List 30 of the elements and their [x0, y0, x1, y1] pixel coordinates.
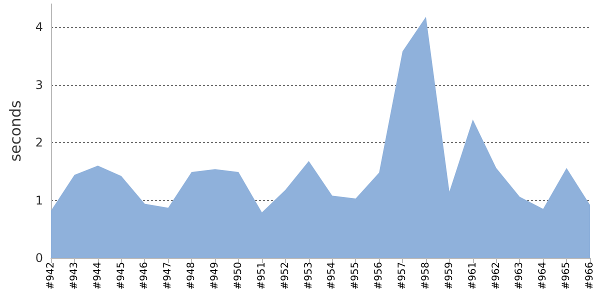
x-tick-label: #949 [210, 262, 221, 290]
x-tick-label: #950 [232, 262, 244, 290]
x-tick-label: #952 [280, 262, 291, 290]
x-tick-label: #959 [444, 262, 455, 290]
x-tick-label: #947 [162, 262, 174, 290]
x-tick-label: #951 [256, 262, 268, 290]
x-tick-label: #955 [350, 262, 362, 290]
x-tick-label: #945 [116, 262, 127, 290]
x-tick-label: #954 [326, 262, 338, 290]
x-tick-label: #964 [538, 262, 549, 290]
x-tick-label: #953 [303, 262, 314, 290]
y-tick-label: 0 [35, 251, 43, 265]
y-tick-label: 2 [35, 136, 43, 150]
y-tick-label: 3 [35, 78, 43, 92]
x-tick-label: #948 [186, 262, 198, 290]
y-tick-label: 1 [35, 193, 43, 208]
x-tick-label: #946 [139, 262, 150, 290]
x-tick-label: #966 [584, 262, 596, 290]
x-tick-label: #962 [490, 262, 502, 290]
y-axis-title: seconds [6, 100, 24, 162]
x-tick-label: #961 [467, 262, 478, 290]
x-tick-label: #942 [46, 262, 56, 290]
x-tick-label: #956 [374, 262, 385, 290]
x-tick-label: #958 [420, 262, 432, 290]
x-tick-label: #957 [397, 262, 408, 290]
x-tick-label: #963 [514, 262, 526, 290]
y-tick-label: 4 [35, 20, 43, 34]
x-tick-label: #943 [68, 262, 80, 290]
x-tick-label: #944 [92, 262, 104, 290]
x-tick-label: #965 [561, 262, 572, 290]
